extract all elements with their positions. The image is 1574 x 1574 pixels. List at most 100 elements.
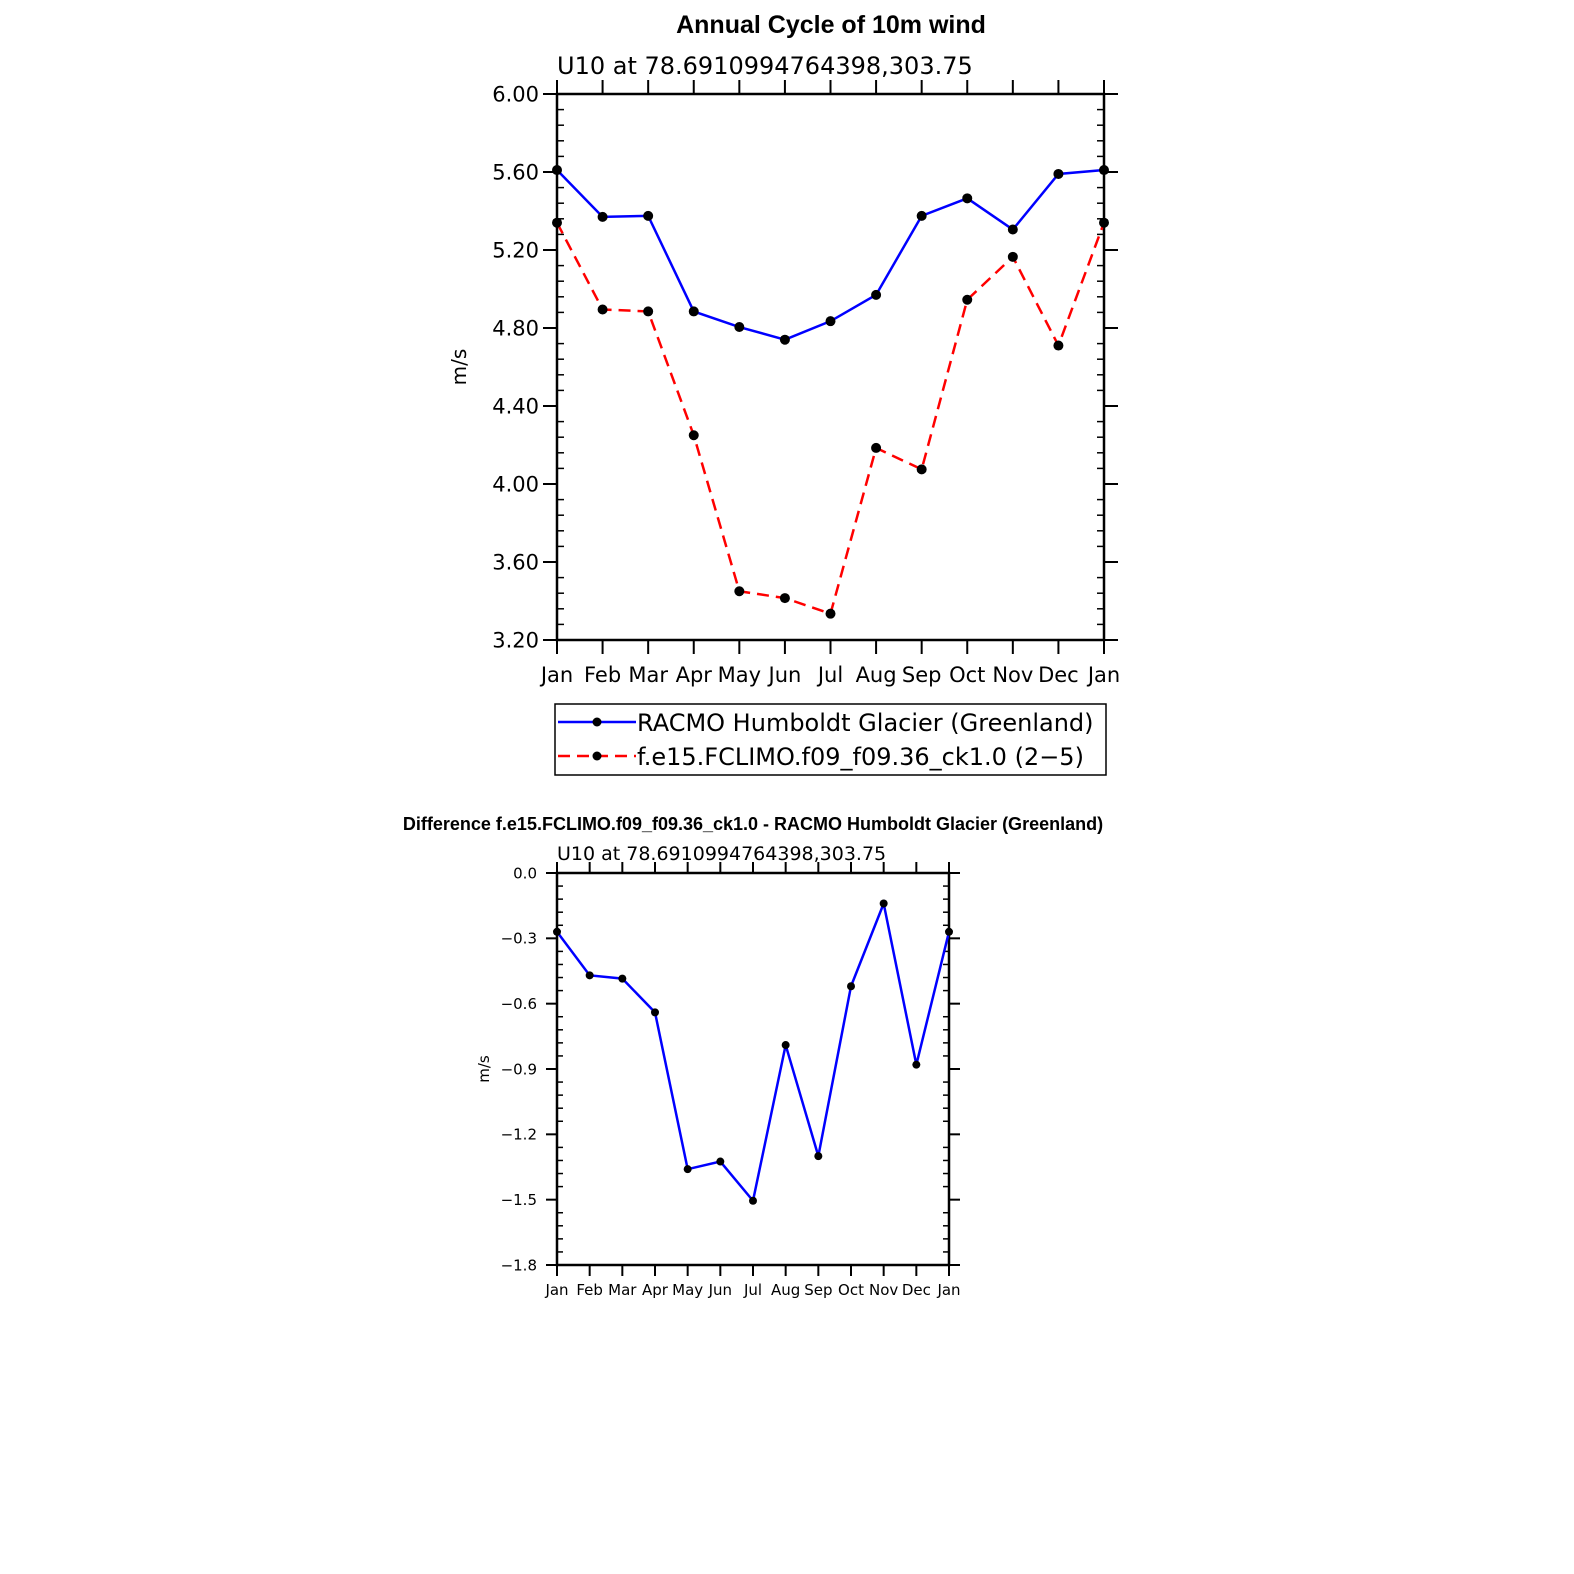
data-point: [962, 193, 973, 204]
data-point: [779, 334, 790, 345]
y-tick-label: 5.60: [492, 161, 539, 185]
series-group: [552, 165, 1109, 619]
data-point: [553, 927, 561, 936]
plot-area: Jan Feb Mar Apr May Jun Jul Aug Sep Oct Nov Dec Jan3…: [492, 80, 1120, 687]
x-tick-label: Nov: [992, 663, 1033, 687]
data-point: [585, 971, 594, 980]
y-tick-label: 5.20: [492, 239, 539, 263]
x-tick-label: Jan: [544, 1281, 568, 1299]
data-point: [912, 1060, 921, 1069]
data-point: [716, 1157, 725, 1166]
x-tick-label: May: [672, 1281, 703, 1299]
data-point: [1007, 224, 1018, 235]
x-tick-label: Jun: [708, 1281, 732, 1299]
x-tick-label: Jun: [767, 663, 802, 687]
x-tick-label: Jul: [743, 1281, 762, 1299]
data-point: [618, 974, 627, 983]
x-tick-label: Sep: [804, 1281, 832, 1299]
data-point: [871, 289, 882, 300]
legend-marker-racmo: [592, 717, 602, 727]
data-point: [945, 927, 953, 936]
data-point: [734, 322, 745, 333]
x-tick-label: Apr: [676, 663, 713, 687]
legend-label-model: f.e15.FCLIMO.f09_f09.36_ck1.0 (2−5): [637, 743, 1084, 771]
data-point: [597, 304, 608, 315]
x-tick-label: Dec: [1038, 663, 1079, 687]
data-point: [688, 430, 699, 441]
x-tick-label: Mar: [608, 1281, 637, 1299]
data-point: [916, 464, 927, 475]
data-point: [1007, 251, 1018, 262]
data-point: [597, 211, 608, 222]
data-point: [688, 306, 699, 317]
data-point: [552, 217, 562, 228]
x-tick-label: Oct: [949, 663, 985, 687]
y-tick-label: 6.00: [492, 83, 539, 107]
x-tick-label: Nov: [869, 1281, 898, 1299]
y-axis-label: m/s: [475, 1055, 493, 1083]
data-point: [1053, 340, 1064, 351]
x-tick-label: Mar: [628, 663, 668, 687]
x-tick-label: Jan: [539, 663, 573, 687]
y-axis-label: m/s: [447, 349, 471, 386]
x-tick-label: Feb: [576, 1281, 603, 1299]
difference-chart: Difference f.e15.FCLIMO.f09_f09.36_ck1.0…: [403, 814, 1103, 1299]
y-tick-label: 3.60: [492, 551, 539, 575]
data-point: [749, 1196, 757, 1205]
x-tick-label: Feb: [584, 663, 621, 687]
data-point: [1053, 168, 1064, 179]
y-tick-label: 4.00: [492, 473, 539, 497]
x-tick-label: Jan: [936, 1281, 960, 1299]
x-tick-label: Sep: [902, 663, 942, 687]
y-tick-label: 3.20: [492, 629, 539, 653]
y-tick-label: −0.6: [501, 995, 537, 1013]
data-point: [683, 1165, 692, 1174]
data-point: [1099, 217, 1109, 228]
data-point: [1099, 165, 1109, 176]
data-point: [643, 306, 654, 317]
data-point: [825, 316, 836, 327]
data-point: [825, 608, 836, 619]
chart-title: Annual Cycle of 10m wind: [676, 11, 986, 39]
data-point: [651, 1008, 659, 1017]
series-line-1: [555, 222, 1106, 616]
y-tick-label: −0.3: [501, 930, 537, 948]
legend-box: [554, 703, 1107, 776]
chart-title: Difference f.e15.FCLIMO.f09_f09.36_ck1.0…: [403, 814, 1103, 834]
series-group: [553, 899, 953, 1205]
x-tick-label: Jan: [1086, 663, 1120, 687]
y-tick-label: −1.8: [501, 1256, 537, 1274]
data-point: [734, 586, 745, 597]
data-point: [552, 165, 562, 176]
x-tick-label: May: [718, 663, 761, 687]
y-tick-label: −0.9: [501, 1060, 537, 1078]
data-point: [779, 593, 790, 604]
y-tick-label: −1.2: [501, 1126, 537, 1144]
x-tick-label: Oct: [838, 1281, 864, 1299]
x-tick-label: Jul: [816, 663, 843, 687]
data-point: [847, 982, 855, 991]
data-point: [814, 1152, 823, 1161]
plot-frame: [555, 92, 1106, 642]
data-point: [781, 1041, 790, 1050]
x-tick-label: Dec: [902, 1281, 931, 1299]
x-tick-label: Aug: [771, 1281, 800, 1299]
legend-label-racmo: RACMO Humboldt Glacier (Greenland): [637, 709, 1094, 737]
data-point: [916, 210, 927, 221]
y-tick-label: −1.5: [501, 1191, 537, 1209]
data-point: [871, 442, 882, 453]
x-tick-label: Apr: [642, 1281, 669, 1299]
series-line-0: [556, 899, 951, 1204]
annual-cycle-chart: Annual Cycle of 10m wind U10 at 78.69109…: [447, 11, 1120, 776]
legend-marker-model: [592, 751, 602, 761]
x-tick-label: Aug: [856, 663, 897, 687]
y-tick-label: 0.0: [513, 864, 537, 882]
data-point: [879, 899, 888, 908]
chart-subtitle: U10 at 78.6910994764398,303.75: [557, 843, 886, 865]
data-point: [643, 210, 654, 221]
y-tick-label: 4.40: [492, 395, 539, 419]
chart-subtitle: U10 at 78.6910994764398,303.75: [557, 52, 973, 80]
series-line-0: [556, 168, 1105, 342]
y-tick-label: 4.80: [492, 317, 539, 341]
